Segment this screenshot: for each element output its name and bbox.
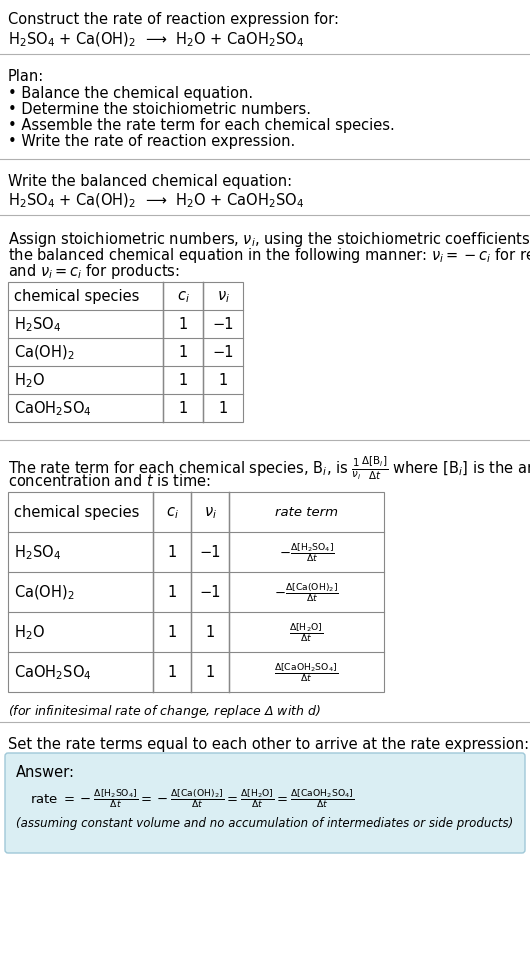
Text: • Assemble the rate term for each chemical species.: • Assemble the rate term for each chemic… (8, 118, 395, 133)
Text: (for infinitesimal rate of change, replace Δ with $d$): (for infinitesimal rate of change, repla… (8, 702, 321, 719)
Text: H$_2$SO$_4$ + Ca(OH)$_2$  ⟶  H$_2$O + CaOH$_2$SO$_4$: H$_2$SO$_4$ + Ca(OH)$_2$ ⟶ H$_2$O + CaOH… (8, 31, 304, 50)
Text: rate term: rate term (275, 506, 338, 519)
Text: • Determine the stoichiometric numbers.: • Determine the stoichiometric numbers. (8, 102, 311, 117)
Text: CaOH$_2$SO$_4$: CaOH$_2$SO$_4$ (14, 400, 92, 418)
FancyBboxPatch shape (5, 753, 525, 853)
Text: 1: 1 (167, 664, 176, 680)
Text: rate $= -\frac{\Delta[\mathrm{H_2SO_4}]}{\Delta t} = -\frac{\Delta[\mathrm{Ca(OH: rate $= -\frac{\Delta[\mathrm{H_2SO_4}]}… (30, 786, 355, 809)
Text: −1: −1 (212, 318, 234, 332)
Text: (assuming constant volume and no accumulation of intermediates or side products): (assuming constant volume and no accumul… (16, 816, 513, 829)
Text: H$_2$SO$_4$ + Ca(OH)$_2$  ⟶  H$_2$O + CaOH$_2$SO$_4$: H$_2$SO$_4$ + Ca(OH)$_2$ ⟶ H$_2$O + CaOH… (8, 191, 304, 210)
Text: Ca(OH)$_2$: Ca(OH)$_2$ (14, 583, 75, 602)
Text: Set the rate terms equal to each other to arrive at the rate expression:: Set the rate terms equal to each other t… (8, 737, 529, 751)
Text: Construct the rate of reaction expression for:: Construct the rate of reaction expressio… (8, 12, 339, 27)
Text: −1: −1 (199, 545, 221, 560)
Text: $\frac{\Delta[\mathrm{H_2O}]}{\Delta t}$: $\frac{\Delta[\mathrm{H_2O}]}{\Delta t}$ (289, 621, 324, 644)
Text: Assign stoichiometric numbers, $\nu_i$, using the stoichiometric coefficients, $: Assign stoichiometric numbers, $\nu_i$, … (8, 230, 530, 249)
Text: $c_i$: $c_i$ (165, 505, 179, 521)
Text: 1: 1 (206, 664, 215, 680)
Text: • Write the rate of reaction expression.: • Write the rate of reaction expression. (8, 134, 295, 149)
Text: $\frac{\Delta[\mathrm{CaOH_2SO_4}]}{\Delta t}$: $\frac{\Delta[\mathrm{CaOH_2SO_4}]}{\Del… (275, 660, 339, 684)
Text: H$_2$O: H$_2$O (14, 623, 45, 642)
Text: 1: 1 (179, 402, 188, 416)
Text: 1: 1 (179, 373, 188, 388)
Text: 1: 1 (179, 318, 188, 332)
Text: 1: 1 (167, 625, 176, 640)
Text: chemical species: chemical species (14, 289, 139, 304)
Bar (8, 492, 384, 693)
Text: • Balance the chemical equation.: • Balance the chemical equation. (8, 86, 253, 101)
Text: H$_2$SO$_4$: H$_2$SO$_4$ (14, 543, 61, 562)
Text: The rate term for each chemical species, B$_i$, is $\frac{1}{\nu_i}\frac{\Delta[: The rate term for each chemical species,… (8, 454, 530, 482)
Text: $c_i$: $c_i$ (176, 289, 189, 305)
Text: $\nu_i$: $\nu_i$ (217, 289, 229, 305)
Bar (8, 282, 243, 423)
Text: and $\nu_i = c_i$ for products:: and $\nu_i = c_i$ for products: (8, 262, 180, 280)
Text: $-\frac{\Delta[\mathrm{Ca(OH)_2}]}{\Delta t}$: $-\frac{\Delta[\mathrm{Ca(OH)_2}]}{\Delt… (274, 581, 339, 604)
Text: −1: −1 (212, 345, 234, 361)
Text: chemical species: chemical species (14, 505, 139, 520)
Text: H$_2$SO$_4$: H$_2$SO$_4$ (14, 316, 61, 334)
Text: 1: 1 (167, 585, 176, 600)
Text: H$_2$O: H$_2$O (14, 371, 45, 390)
Text: CaOH$_2$SO$_4$: CaOH$_2$SO$_4$ (14, 663, 92, 682)
Text: $-\frac{\Delta[\mathrm{H_2SO_4}]}{\Delta t}$: $-\frac{\Delta[\mathrm{H_2SO_4}]}{\Delta… (279, 541, 334, 564)
Text: 1: 1 (218, 373, 227, 388)
Text: 1: 1 (167, 545, 176, 560)
Text: −1: −1 (199, 585, 221, 600)
Text: the balanced chemical equation in the following manner: $\nu_i = -c_i$ for react: the balanced chemical equation in the fo… (8, 246, 530, 265)
Text: Plan:: Plan: (8, 69, 44, 84)
Text: 1: 1 (206, 625, 215, 640)
Text: $\nu_i$: $\nu_i$ (204, 505, 216, 521)
Text: concentration and $t$ is time:: concentration and $t$ is time: (8, 473, 211, 488)
Text: Answer:: Answer: (16, 764, 75, 780)
Text: 1: 1 (218, 402, 227, 416)
Text: Ca(OH)$_2$: Ca(OH)$_2$ (14, 344, 75, 361)
Text: Write the balanced chemical equation:: Write the balanced chemical equation: (8, 174, 292, 189)
Text: 1: 1 (179, 345, 188, 361)
